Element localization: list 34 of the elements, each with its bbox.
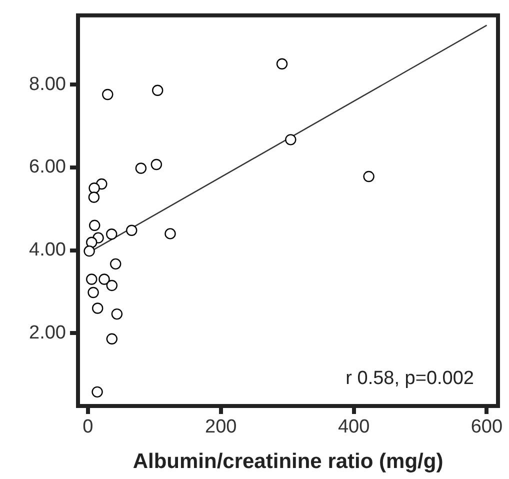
point [150,158,162,170]
point [126,224,138,236]
point [285,134,296,146]
point [110,258,122,270]
point [86,274,98,285]
point [86,236,98,248]
y-tick-label: 8.00 [29,74,66,95]
point [88,192,100,203]
point [102,88,114,100]
x-axis-title: Albumin/creatinine ratio (mg/g) [132,450,444,474]
point [88,182,100,194]
point [106,333,118,344]
point [106,280,118,292]
x-tick-label: 400 [338,416,370,438]
point [88,286,99,298]
y-tick-label: 6.00 [29,156,66,178]
point [363,170,374,182]
point [84,245,95,257]
y-tick-label: 2.00 [29,322,66,344]
point [135,162,147,174]
point [92,386,103,398]
point [106,228,118,240]
x-tick-label: 200 [205,416,237,438]
y-tick-label: 4.00 [29,239,66,260]
point [98,274,110,285]
point [111,308,123,320]
x-tick-label: 600 [470,416,503,438]
point [276,58,288,70]
x-tick-label: 0 [82,416,94,438]
annotation: r 0.58, p=0.002 [346,368,474,389]
point [164,228,176,240]
point [89,220,100,232]
point [92,302,104,314]
point [152,84,164,96]
